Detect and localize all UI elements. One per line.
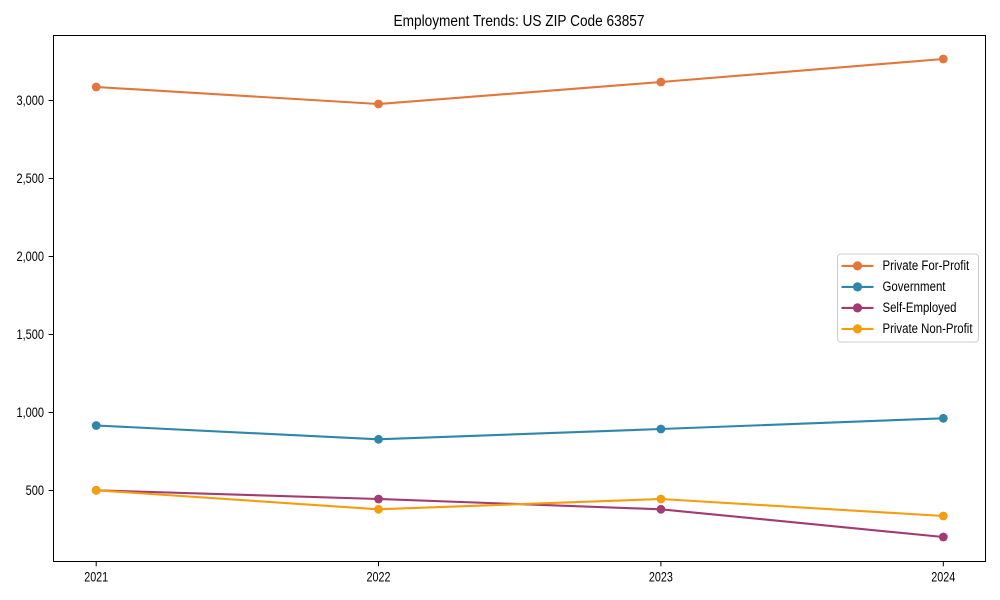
svg-text:2,000: 2,000	[17, 248, 45, 264]
svg-text:1,000: 1,000	[17, 404, 45, 420]
svg-text:2,500: 2,500	[17, 170, 45, 186]
svg-text:500: 500	[26, 482, 45, 498]
svg-text:2021: 2021	[84, 568, 108, 584]
svg-text:Government: Government	[883, 279, 946, 294]
svg-text:2023: 2023	[649, 568, 673, 584]
svg-text:2024: 2024	[931, 568, 955, 584]
svg-text:3,000: 3,000	[17, 92, 45, 108]
svg-text:Private Non-Profit: Private Non-Profit	[883, 321, 973, 336]
svg-text:2022: 2022	[367, 568, 391, 584]
svg-text:Self-Employed: Self-Employed	[883, 300, 957, 315]
svg-text:1,500: 1,500	[17, 326, 45, 342]
svg-text:Private For-Profit: Private For-Profit	[883, 258, 970, 273]
svg-text:Employment Trends: US ZIP Code: Employment Trends: US ZIP Code 63857	[394, 13, 645, 30]
